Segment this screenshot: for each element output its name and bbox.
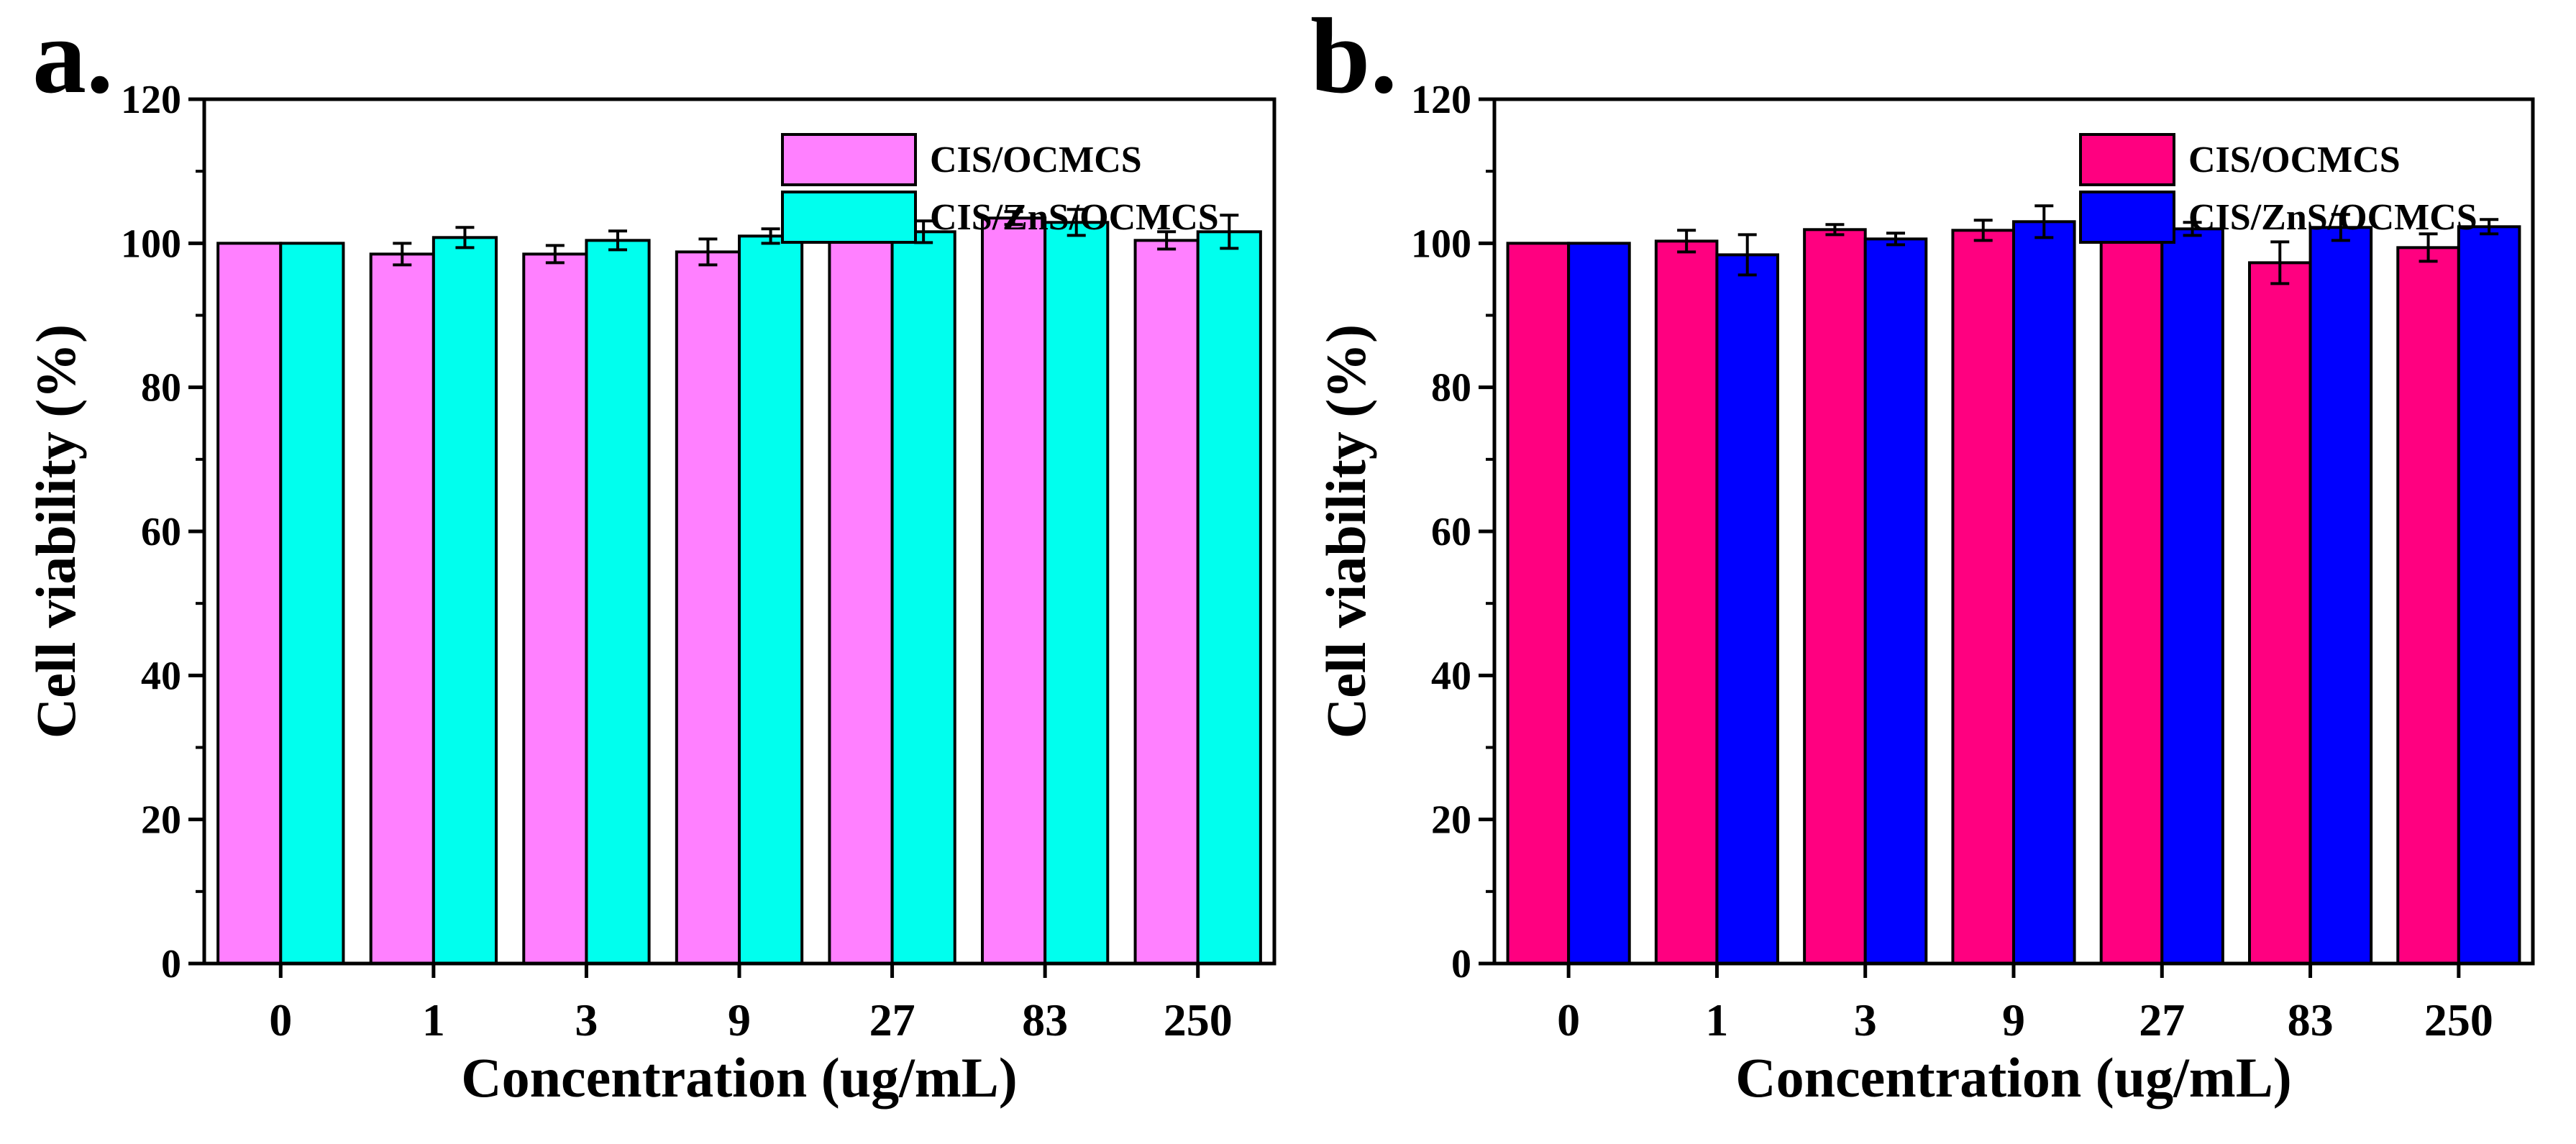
x-tick-label: 0 xyxy=(1557,994,1580,1045)
bar xyxy=(1654,239,1719,966)
legend-swatch xyxy=(781,133,917,186)
y-tick-label: 20 xyxy=(1431,798,1471,843)
legend-label: CIS/ZnS/OCMCS xyxy=(2188,197,2477,238)
legend-label: CIS/OCMCS xyxy=(930,139,1142,180)
error-bar xyxy=(1825,223,1845,237)
x-tick-label: 3 xyxy=(1854,994,1877,1045)
error-bar xyxy=(1886,232,1906,247)
x-axis-title: Concentration (ug/mL) xyxy=(461,1046,1017,1109)
x-tick-label: 83 xyxy=(1022,994,1068,1045)
x-tick-label: 0 xyxy=(269,994,292,1045)
y-tick-label: 120 xyxy=(121,78,181,122)
bar xyxy=(2308,226,2373,965)
error-bar xyxy=(1973,219,1993,242)
x-axis-title: Concentration (ug/mL) xyxy=(1735,1046,2291,1109)
bar xyxy=(675,250,741,965)
y-tick-label: 0 xyxy=(161,942,181,987)
panel-label: a. xyxy=(32,0,114,116)
y-axis-title: Cell viability (%) xyxy=(1315,324,1377,738)
bar xyxy=(1951,229,2015,965)
error-bar xyxy=(608,229,628,252)
x-tick-label: 83 xyxy=(2288,994,2334,1045)
bar xyxy=(279,242,345,966)
bar xyxy=(216,242,283,966)
y-axis-title: Cell viability (%) xyxy=(24,324,87,738)
x-tick-label: 27 xyxy=(2139,994,2185,1045)
error-bar xyxy=(1737,233,1757,277)
legend-label: CIS/ZnS/OCMCS xyxy=(930,197,1219,238)
legend-label: CIS/OCMCS xyxy=(2188,139,2401,180)
error-bar xyxy=(2183,221,2202,237)
x-tick-label: 250 xyxy=(1164,994,1233,1045)
bar xyxy=(1803,228,1867,965)
bar xyxy=(2099,221,2164,965)
y-tick-label: 40 xyxy=(1431,654,1471,698)
error-bar xyxy=(393,242,412,267)
error-bar xyxy=(1067,208,1086,237)
bar xyxy=(2247,261,2312,965)
y-tick-label: 80 xyxy=(141,366,181,411)
bar xyxy=(431,236,498,965)
bar xyxy=(2160,227,2224,965)
error-bar xyxy=(761,227,780,245)
bar xyxy=(2012,220,2076,965)
y-tick-label: 60 xyxy=(1431,510,1471,554)
x-tick-label: 1 xyxy=(422,994,445,1045)
legend-swatch xyxy=(2079,191,2175,244)
y-tick-label: 80 xyxy=(1431,366,1471,411)
x-tick-label: 250 xyxy=(2424,994,2493,1045)
y-tick-label: 0 xyxy=(1451,942,1471,987)
error-bar xyxy=(1677,229,1696,254)
bar xyxy=(828,219,894,965)
bar xyxy=(980,216,1047,965)
error-bar xyxy=(2331,213,2350,242)
y-tick-label: 100 xyxy=(1411,221,1471,266)
error-bar xyxy=(1220,214,1239,250)
bar xyxy=(1863,237,1928,966)
bar xyxy=(1506,242,1571,966)
error-bar xyxy=(914,219,933,244)
legend-swatch xyxy=(2079,133,2175,186)
bar xyxy=(1133,239,1200,965)
error-bar xyxy=(2480,218,2499,236)
error-bar xyxy=(545,244,565,265)
bar xyxy=(1196,230,1262,966)
error-bar xyxy=(2270,240,2290,285)
bar xyxy=(1043,221,1110,965)
bar xyxy=(738,234,804,966)
panel-a-chart: a. 0 20 40 60 80 100 120 0 1 3 9 27 83 250 Concentratio… xyxy=(24,0,1276,1109)
x-tick-label: 9 xyxy=(728,994,751,1045)
x-tick-label: 27 xyxy=(869,994,915,1045)
bar xyxy=(585,239,651,965)
bar xyxy=(1715,253,1780,965)
panel-b-chart: b. 0 20 40 60 80 100 120 0 1 3 9 27 83 250 Concentratio… xyxy=(1310,0,2535,1109)
bar xyxy=(1567,242,1631,966)
bar xyxy=(2457,225,2521,965)
y-tick-label: 60 xyxy=(141,510,181,554)
y-tick-label: 20 xyxy=(141,798,181,843)
y-tick-label: 100 xyxy=(121,221,181,266)
x-tick-label: 3 xyxy=(575,994,598,1045)
y-tick-label: 40 xyxy=(141,654,181,698)
error-bar xyxy=(2419,232,2438,263)
legend-swatch xyxy=(781,191,917,244)
panel-label: b. xyxy=(1310,0,1397,116)
error-bar xyxy=(455,226,475,250)
x-tick-label: 9 xyxy=(2002,994,2025,1045)
error-bar xyxy=(1157,230,1177,251)
error-bar xyxy=(698,237,718,267)
error-bar xyxy=(2034,204,2054,239)
y-tick-label: 120 xyxy=(1411,78,1471,122)
bar xyxy=(890,230,956,966)
x-tick-label: 1 xyxy=(1705,994,1728,1045)
bar xyxy=(369,252,435,965)
bar xyxy=(2396,246,2460,965)
bar xyxy=(522,252,588,965)
error-bar xyxy=(1004,210,1023,226)
